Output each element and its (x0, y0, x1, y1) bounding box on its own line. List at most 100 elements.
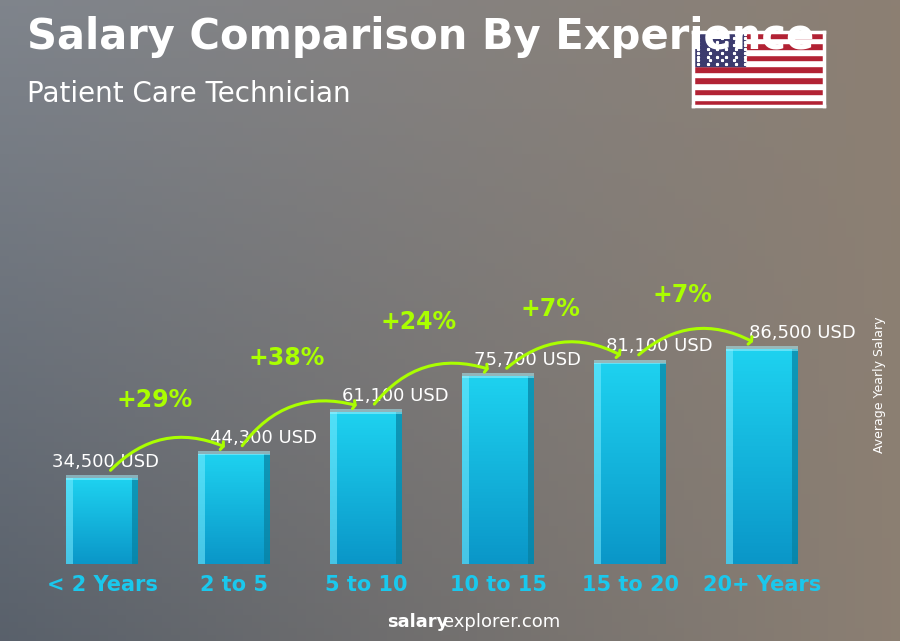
Bar (594, 531, 666, 534)
Bar (462, 442, 535, 445)
Bar (198, 454, 270, 456)
Bar (198, 522, 270, 524)
Bar (198, 454, 205, 564)
Bar (329, 551, 402, 554)
Bar (725, 467, 798, 471)
Bar (594, 423, 666, 426)
Bar (462, 536, 535, 539)
Bar (693, 49, 824, 54)
Bar (594, 406, 666, 410)
Bar (462, 436, 535, 439)
Bar (329, 537, 402, 539)
Bar (725, 517, 798, 521)
Bar (329, 516, 402, 519)
Bar (462, 373, 535, 378)
Bar (725, 460, 798, 464)
Bar (725, 428, 798, 432)
Bar (198, 558, 270, 560)
Bar (462, 549, 535, 551)
Bar (198, 528, 270, 529)
Bar (66, 500, 139, 501)
Bar (725, 496, 798, 500)
Bar (594, 460, 666, 463)
Bar (329, 422, 402, 425)
Bar (198, 524, 270, 526)
Bar (329, 549, 402, 551)
Bar (462, 517, 535, 520)
Bar (725, 435, 798, 439)
Bar (462, 470, 535, 473)
Bar (198, 513, 270, 515)
Bar (725, 485, 798, 489)
Bar (462, 464, 535, 467)
Bar (66, 519, 139, 520)
Bar (594, 390, 666, 393)
Text: 44,300 USD: 44,300 USD (211, 429, 317, 447)
Bar (594, 444, 666, 447)
Bar (329, 428, 402, 430)
Bar (66, 484, 139, 486)
Bar (329, 476, 402, 478)
Bar (198, 526, 270, 528)
Bar (594, 477, 666, 480)
Bar (329, 417, 402, 420)
Bar (198, 478, 270, 480)
Bar (594, 551, 666, 554)
Bar (329, 470, 402, 473)
Bar (594, 540, 666, 544)
Bar (725, 356, 798, 360)
Bar (594, 363, 601, 564)
Bar (66, 558, 139, 560)
Bar (198, 469, 270, 470)
Bar (329, 473, 402, 476)
Bar (462, 545, 535, 549)
Bar (725, 521, 798, 525)
Bar (594, 463, 666, 467)
Bar (462, 551, 535, 554)
Bar (725, 432, 798, 435)
Bar (462, 383, 535, 386)
Bar (329, 554, 402, 556)
Bar (66, 540, 139, 541)
Bar (66, 494, 139, 495)
Bar (66, 530, 139, 531)
Bar (198, 538, 270, 540)
Bar (329, 529, 402, 531)
Bar (725, 446, 798, 449)
Bar (594, 370, 666, 373)
Bar (462, 476, 535, 479)
Bar (594, 387, 666, 390)
Bar (594, 400, 666, 403)
Bar (725, 421, 798, 424)
Bar (462, 398, 535, 401)
Bar (693, 83, 824, 88)
Bar (594, 480, 666, 483)
Bar (725, 492, 798, 496)
Bar (198, 458, 270, 460)
Bar (594, 510, 666, 514)
Bar (725, 489, 798, 492)
Bar (594, 410, 666, 413)
Bar (594, 447, 666, 450)
Bar (693, 66, 824, 72)
Bar (594, 383, 666, 387)
Bar (725, 560, 798, 564)
Bar (462, 529, 535, 533)
Bar (462, 392, 535, 395)
Bar (462, 429, 535, 433)
Bar (329, 488, 402, 491)
Bar (725, 396, 798, 399)
Bar (594, 360, 666, 364)
Bar (462, 514, 535, 517)
Bar (198, 483, 270, 485)
Bar (265, 454, 270, 564)
Text: explorer.com: explorer.com (443, 613, 560, 631)
Bar (693, 78, 824, 83)
Bar (66, 528, 139, 530)
Bar (66, 557, 139, 558)
Bar (725, 353, 798, 356)
Text: +7%: +7% (652, 283, 713, 307)
Bar (198, 562, 270, 564)
Bar (66, 483, 139, 484)
Text: Patient Care Technician: Patient Care Technician (27, 80, 351, 108)
